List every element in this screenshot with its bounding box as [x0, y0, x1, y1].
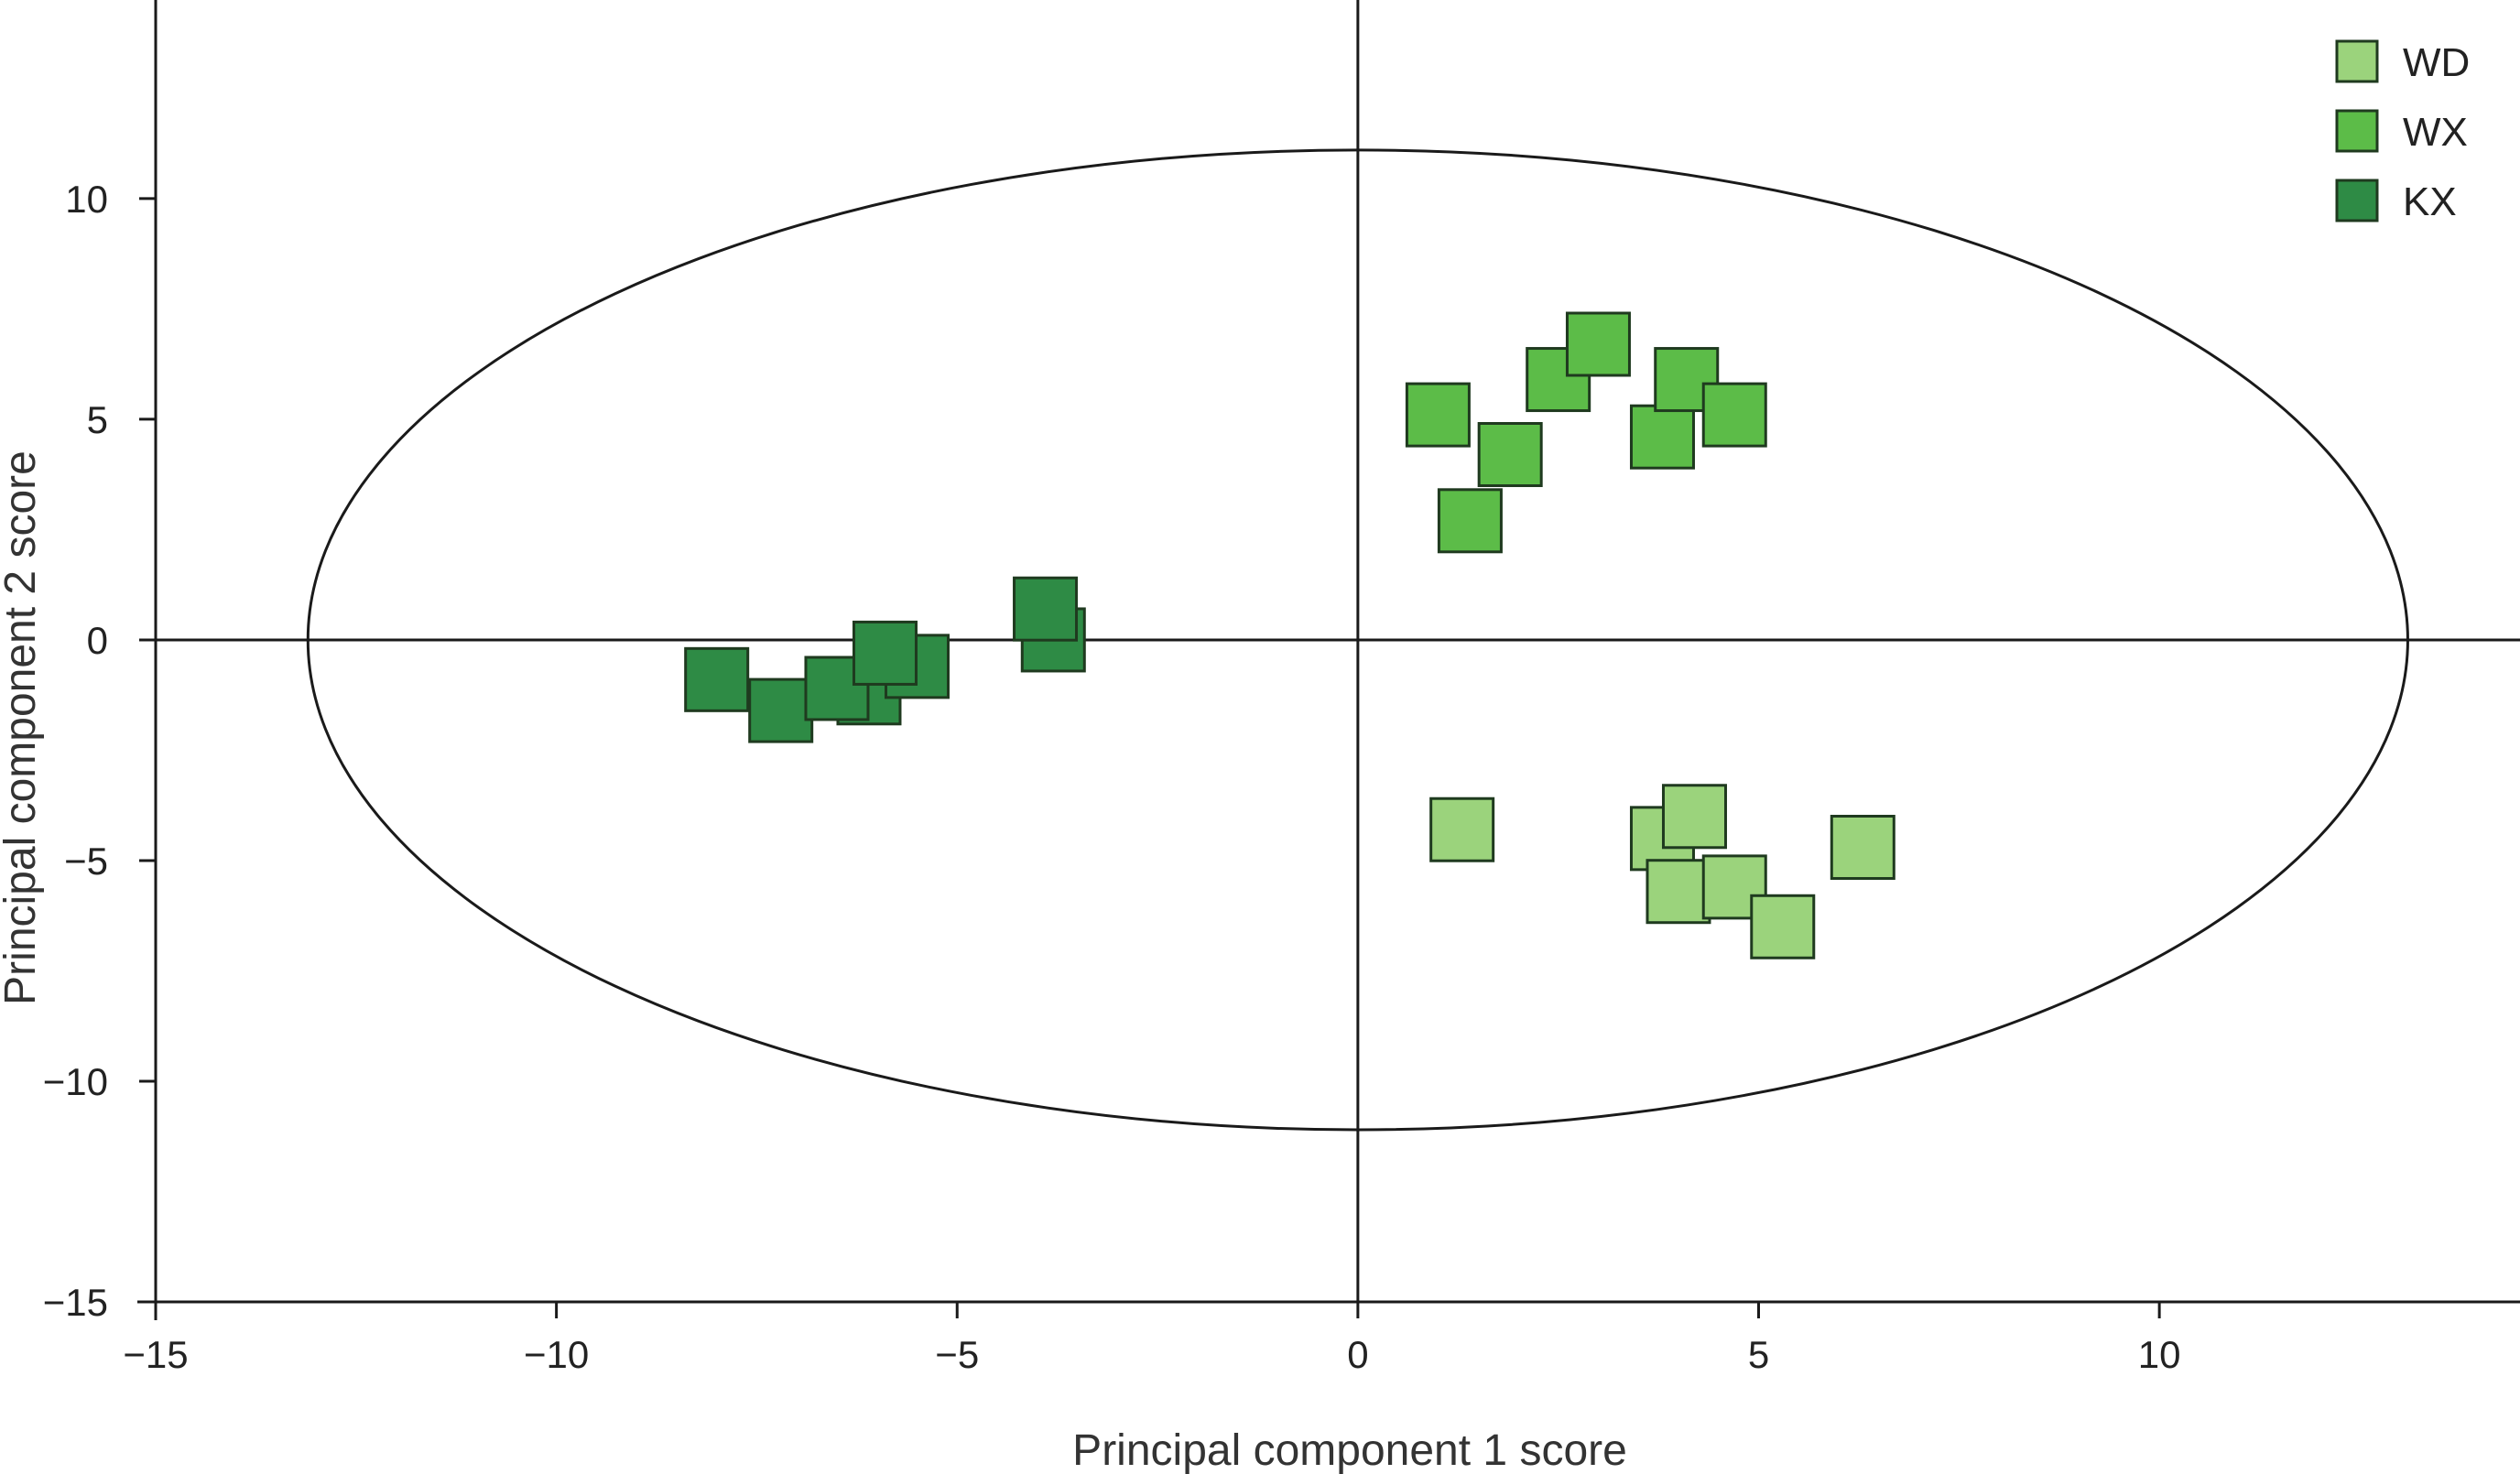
x-tick-label: 0: [1347, 1333, 1368, 1376]
y-tick-label: 10: [65, 178, 108, 221]
x-tick-label: −15: [123, 1333, 188, 1376]
x-tick-label: −10: [524, 1333, 589, 1376]
legend-label-wx: WX: [2403, 110, 2468, 155]
y-tick-label: −5: [64, 840, 108, 883]
x-axis-ticks: −15 −10 −5 0 5 10: [123, 1302, 2180, 1376]
legend-swatch-wd: [2335, 39, 2379, 83]
data-point-wx: [1405, 382, 1471, 448]
data-points: [684, 311, 1895, 959]
legend-label-wd: WD: [2403, 40, 2470, 85]
y-tick-label: 0: [87, 619, 108, 662]
x-tick-label: 5: [1748, 1333, 1769, 1376]
data-point-kx: [684, 646, 750, 712]
data-point-wd: [1646, 859, 1711, 925]
data-point-wd: [1830, 815, 1895, 881]
legend-swatch-wx: [2335, 109, 2379, 153]
x-tick-label: −5: [935, 1333, 979, 1376]
y-tick-label: 5: [87, 398, 108, 441]
data-point-kx: [1013, 576, 1079, 642]
y-axis-ticks: −15 −10 −5 0 5 10: [43, 178, 156, 1324]
legend-label-kx: KX: [2403, 179, 2457, 224]
data-point-kx: [748, 677, 814, 743]
data-point-wx: [1701, 382, 1767, 448]
y-tick-label: −15: [43, 1281, 108, 1324]
data-point-wx: [1565, 311, 1631, 377]
data-point-kx: [852, 620, 918, 686]
data-point-wd: [1661, 784, 1727, 850]
data-point-wx: [1629, 404, 1695, 470]
legend: WD WX KX: [2335, 39, 2470, 224]
data-point-wx: [1477, 421, 1543, 487]
y-axis-title: Principal component 2 score: [0, 450, 45, 1005]
data-point-wd: [1429, 797, 1495, 862]
y-tick-label: −10: [43, 1060, 108, 1103]
data-point-wd: [1750, 894, 1816, 959]
plot-area: [156, 0, 2520, 1302]
legend-swatch-kx: [2335, 179, 2379, 222]
x-axis-title: Principal component 1 score: [1072, 1426, 1627, 1474]
data-point-wx: [1437, 488, 1503, 554]
x-tick-label: 10: [2138, 1333, 2181, 1376]
